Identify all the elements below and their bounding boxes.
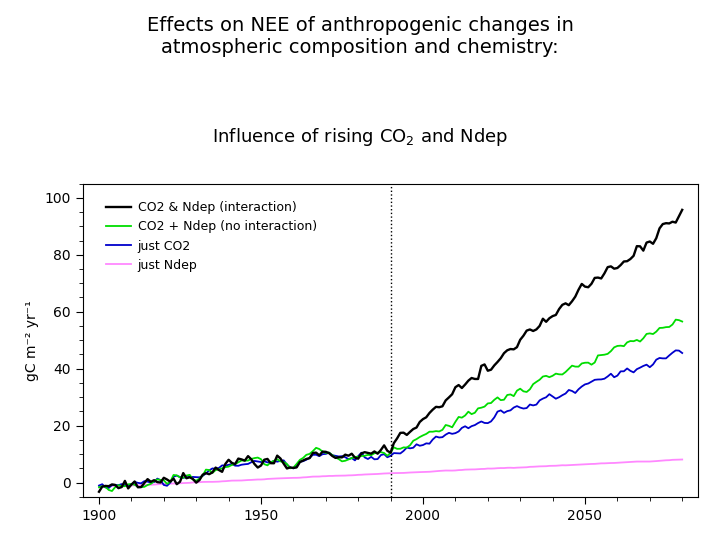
just CO2 [380, 451, 389, 457]
CO2 & Ndep (interaction) [377, 447, 385, 453]
Line: just CO2: just CO2 [99, 350, 683, 488]
just Ndep [143, 482, 152, 488]
just CO2 [147, 480, 156, 486]
CO2 + Ndep (no interaction) [186, 471, 194, 478]
CO2 + Ndep (no interaction) [580, 360, 589, 366]
just CO2 [377, 452, 385, 458]
just CO2 [580, 381, 589, 388]
CO2 & Ndep (interaction) [95, 489, 104, 495]
CO2 + Ndep (no interaction) [377, 449, 385, 455]
Text: Influence of rising CO$_2$ and Ndep: Influence of rising CO$_2$ and Ndep [212, 126, 508, 149]
just Ndep [374, 471, 382, 477]
just Ndep [182, 480, 191, 486]
CO2 + Ndep (no interaction) [678, 318, 687, 325]
CO2 & Ndep (interaction) [143, 476, 152, 482]
just Ndep [678, 456, 687, 463]
Line: CO2 + Ndep (no interaction): CO2 + Ndep (no interaction) [99, 320, 683, 491]
just CO2 [678, 350, 687, 356]
just CO2 [104, 485, 113, 491]
just Ndep [377, 470, 385, 477]
CO2 & Ndep (interaction) [577, 281, 586, 287]
CO2 + Ndep (no interaction) [108, 488, 117, 494]
just CO2 [260, 458, 269, 464]
CO2 + Ndep (no interaction) [380, 450, 389, 456]
just Ndep [577, 461, 586, 468]
CO2 & Ndep (interaction) [374, 450, 382, 457]
Y-axis label: gC m⁻² yr⁻¹: gC m⁻² yr⁻¹ [25, 300, 39, 381]
Line: CO2 & Ndep (interaction): CO2 & Ndep (interaction) [99, 210, 683, 492]
CO2 & Ndep (interaction) [678, 207, 687, 213]
CO2 + Ndep (no interaction) [672, 316, 680, 323]
just CO2 [186, 474, 194, 480]
CO2 & Ndep (interaction) [182, 475, 191, 482]
Legend: CO2 & Ndep (interaction), CO2 + Ndep (no interaction), just CO2, just Ndep: CO2 & Ndep (interaction), CO2 + Ndep (no… [102, 196, 322, 277]
Line: just Ndep: just Ndep [99, 460, 683, 487]
just CO2 [672, 347, 680, 354]
CO2 + Ndep (no interaction) [95, 484, 104, 490]
CO2 + Ndep (no interaction) [260, 461, 269, 468]
just Ndep [675, 456, 683, 463]
just CO2 [95, 482, 104, 489]
CO2 + Ndep (no interaction) [147, 481, 156, 487]
CO2 & Ndep (interaction) [675, 213, 683, 219]
Text: Effects on NEE of anthropogenic changes in
atmospheric composition and chemistry: Effects on NEE of anthropogenic changes … [147, 16, 573, 57]
just Ndep [95, 483, 104, 490]
